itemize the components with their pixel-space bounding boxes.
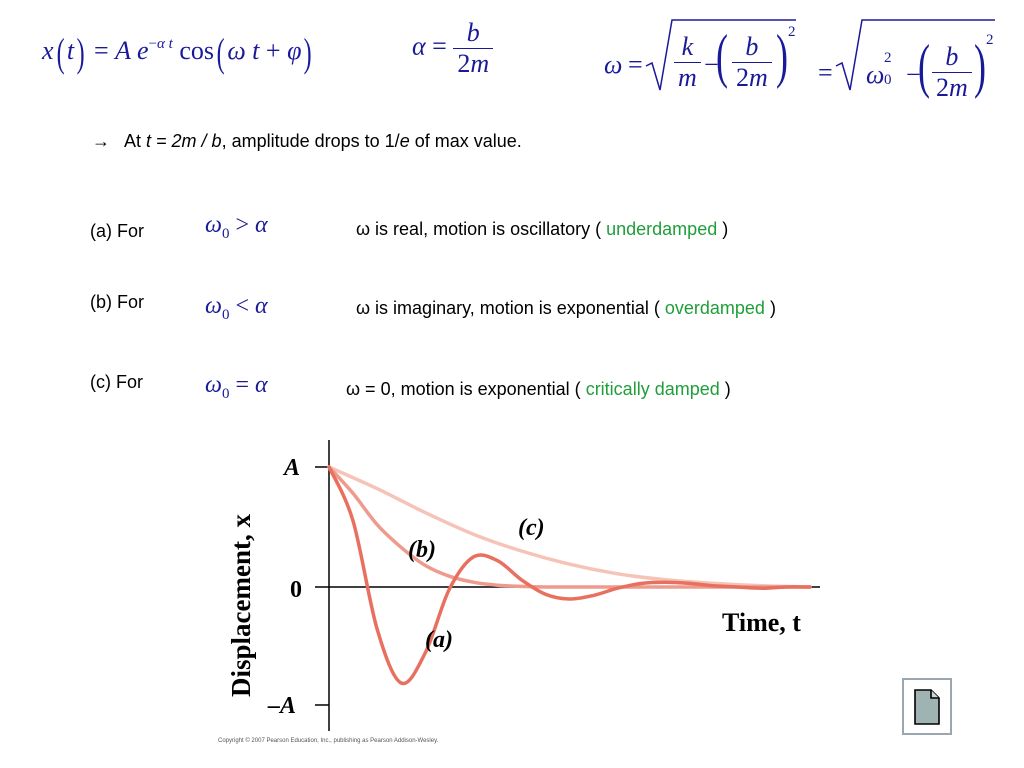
damping-chart: A 0 –A Displacement, x Time, t (a) (b) (… — [226, 440, 820, 731]
series-line-b — [327, 465, 812, 589]
series-label-c: (c) — [518, 515, 545, 541]
series-label-b: (b) — [408, 537, 436, 563]
x-axis-label: Time, t — [722, 608, 801, 637]
case-a-label: (a) For — [90, 221, 144, 241]
case-c-description: ω = 0, motion is exponential ( criticall… — [346, 379, 731, 399]
amplitude-note: → At t = 2m / b, amplitude drops to 1/e … — [92, 131, 522, 151]
case-a-description: ω is real, motion is oscillatory ( under… — [356, 219, 729, 239]
radical-signs — [645, 19, 995, 91]
alpha-definition: α = b 2m — [412, 18, 494, 79]
overdamped-term: overdamped — [664, 298, 765, 318]
case-b-label: (b) For — [90, 292, 144, 312]
case-b-description: ω is imaginary, motion is exponential ( … — [356, 298, 776, 318]
y-tick-label-a: A — [282, 455, 300, 481]
y-tick-label-neg-a: –A — [267, 693, 296, 719]
case-c-label: (c) For — [90, 372, 143, 392]
displacement-equation: x(t) = A e−α t cos(ω t + φ) — [42, 30, 313, 75]
y-axis-label: Displacement, x — [226, 514, 256, 697]
series-label-a: (a) — [425, 627, 453, 653]
case-a-condition: ω0 > α — [205, 212, 268, 242]
arrow-icon: → — [92, 131, 110, 151]
case-b-condition: ω0 < α — [205, 293, 268, 323]
series-line-c — [327, 465, 812, 589]
document-nav-button[interactable] — [903, 679, 951, 734]
copyright-note: Copyright © 2007 Pearson Education, Inc.… — [218, 738, 439, 744]
critically-damped-term: critically damped — [585, 379, 720, 399]
document-icon — [903, 679, 951, 734]
y-tick-label-0: 0 — [290, 577, 302, 603]
case-c-condition: ω0 = α — [205, 372, 268, 402]
series-line-a — [327, 465, 812, 686]
underdamped-term: underdamped — [606, 219, 718, 239]
